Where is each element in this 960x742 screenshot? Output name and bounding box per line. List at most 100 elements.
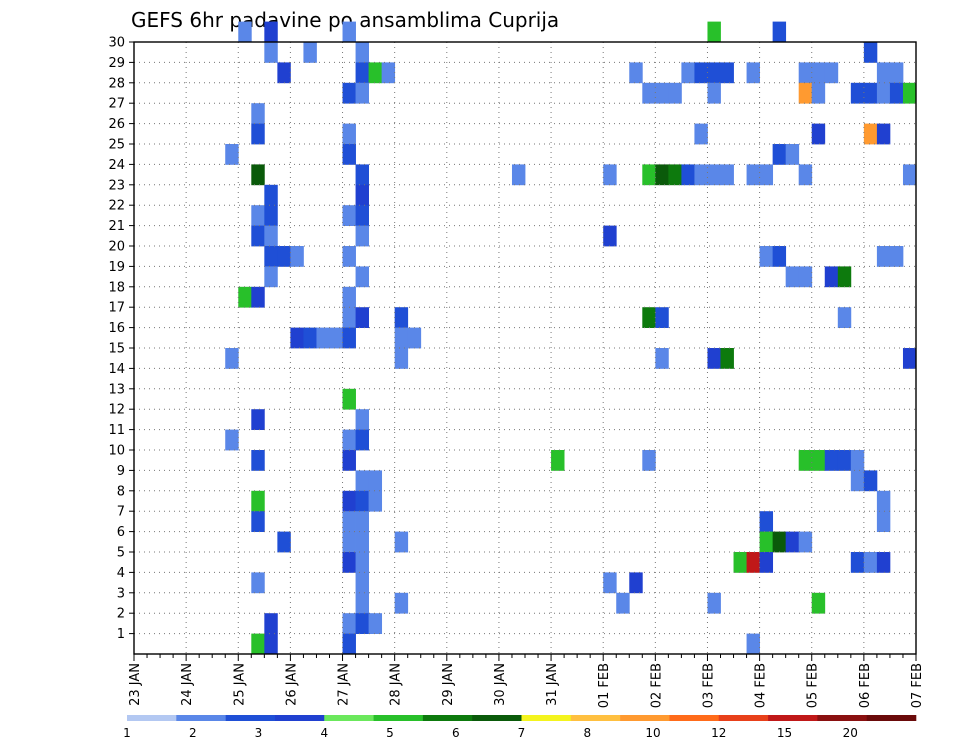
y-tick-label: 20 [108, 240, 125, 255]
heatmap-cell [811, 450, 826, 471]
heatmap-cell [837, 266, 852, 288]
y-tick-label: 18 [108, 280, 125, 295]
legend-label: 5 [386, 726, 394, 740]
x-axis: 23 JAN 24 JAN 25 JAN 26 JAN 27 JAN 28 JAN 29 J… [128, 654, 925, 708]
legend-swatch [866, 715, 917, 721]
heatmap-cell [511, 164, 526, 186]
heatmap-cell [876, 82, 891, 104]
heatmap-cell [642, 164, 656, 186]
heatmap-cell [342, 429, 356, 451]
heatmap-cell [251, 511, 265, 532]
heatmap-cell [355, 266, 369, 288]
heatmap-cell [342, 450, 356, 471]
heatmap-cell [746, 552, 760, 573]
heatmap-cell [707, 21, 721, 43]
heatmap-cell [694, 164, 708, 186]
heatmap-cell [264, 633, 278, 655]
heatmap-cell [251, 450, 265, 471]
heatmap-cell [342, 144, 356, 165]
heatmap-cell [355, 531, 369, 553]
heatmap-cell [264, 225, 278, 247]
heatmap-cell [746, 164, 760, 186]
heatmap-cell [264, 205, 278, 226]
y-tick-label: 7 [117, 505, 125, 520]
heatmap-cell [251, 286, 265, 308]
x-tick-label: 31 JAN [545, 663, 560, 706]
heatmap-cell [707, 62, 721, 84]
heatmap-cells [225, 21, 917, 655]
x-tick-label: 05 FEB [806, 663, 821, 708]
heatmap-cell [251, 572, 265, 594]
y-tick-label: 1 [117, 627, 125, 642]
heatmap-cell [811, 82, 826, 104]
legend-swatch [324, 715, 374, 721]
heatmap-cell [355, 42, 369, 63]
legend-label: 6 [452, 726, 460, 740]
heatmap-cell [837, 450, 852, 471]
legend-label: 15 [777, 726, 792, 740]
heatmap-cell [746, 62, 760, 84]
heatmap-cell [316, 327, 330, 349]
heatmap-cell [368, 613, 383, 634]
heatmap-cell [720, 348, 734, 369]
heatmap-cell [850, 450, 865, 471]
heatmap-cell [342, 205, 356, 226]
heatmap-cell [668, 164, 682, 186]
heatmap-cell [342, 511, 356, 532]
heatmap-cell [342, 552, 356, 573]
y-tick-label: 13 [108, 382, 125, 397]
x-tick-label: 07 FEB [910, 663, 925, 708]
heatmap-cell [355, 552, 369, 573]
heatmap-cell [355, 490, 369, 512]
legend-label: 4 [320, 726, 328, 740]
heatmap-cell [681, 62, 695, 84]
heatmap-cell [342, 388, 356, 410]
heatmap-cell [798, 82, 813, 104]
heatmap-cell [303, 327, 317, 349]
heatmap-cell [355, 62, 369, 84]
heatmap-cell [798, 62, 813, 84]
y-tick-label: 6 [117, 525, 125, 540]
heatmap-cell [616, 592, 630, 614]
heatmap-cell [603, 225, 617, 247]
legend-label: 3 [255, 726, 263, 740]
heatmap-cell [225, 348, 239, 369]
heatmap-cell [720, 62, 734, 84]
heatmap-cell [342, 307, 356, 328]
heatmap-cell [655, 164, 669, 186]
heatmap-cell [629, 62, 643, 84]
y-tick-label: 27 [108, 97, 125, 112]
heatmap-cell [655, 82, 669, 104]
heatmap-cell [850, 470, 865, 492]
heatmap-cell [694, 123, 708, 145]
heatmap-cell [264, 184, 278, 206]
y-tick-label: 24 [108, 158, 125, 173]
x-tick-label: 24 JAN [180, 663, 195, 706]
legend-swatch [570, 715, 621, 721]
heatmap-cell [681, 164, 695, 186]
heatmap-cell [342, 490, 356, 512]
heatmap-cell [811, 123, 826, 145]
heatmap-cell [342, 123, 356, 145]
x-tick-label: 30 JAN [493, 663, 508, 706]
legend-label: 12 [711, 726, 726, 740]
y-tick-label: 23 [108, 178, 125, 193]
heatmap-cell [694, 62, 708, 84]
heatmap-cell [889, 246, 904, 267]
legend-label: 10 [645, 726, 660, 740]
heatmap-cell [251, 103, 265, 124]
heatmap-cell [394, 327, 409, 349]
grid [134, 42, 916, 654]
heatmap-cell [785, 531, 800, 553]
heatmap-cell [707, 82, 721, 104]
legend-swatch [521, 715, 572, 721]
heatmap-cell [251, 123, 265, 145]
heatmap-cell [785, 144, 800, 165]
heatmap-cell [355, 429, 369, 451]
heatmap-cell [772, 246, 787, 267]
y-tick-label: 9 [117, 464, 125, 479]
heatmap-cell [824, 62, 839, 84]
legend-swatch [669, 715, 720, 721]
y-tick-label: 4 [117, 566, 125, 581]
y-axis: 1234567891011121314151617181920212223242… [108, 36, 134, 642]
